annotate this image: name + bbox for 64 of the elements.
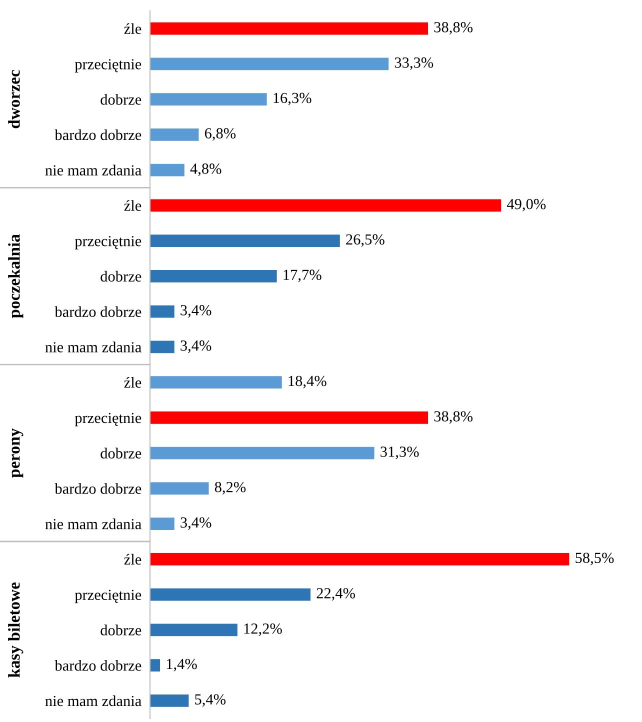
data-label: 38,8% [434, 22, 473, 35]
data-label: 18,4% [288, 376, 326, 388]
bar [150, 624, 238, 636]
bar [150, 270, 277, 282]
bar [150, 340, 174, 354]
y-tick-label: bardzo dobrze [54, 483, 142, 494]
y-tick-label: bardzo dobrze [54, 306, 142, 317]
bar [150, 93, 267, 106]
bar [150, 482, 209, 495]
data-label: 26,5% [346, 234, 384, 247]
bar [150, 411, 428, 424]
data-label: 49,0% [507, 198, 546, 212]
data-label: 3,4% [180, 517, 212, 530]
y-tick-label: przeciętnie [74, 59, 142, 72]
data-label: 5,4% [195, 694, 226, 707]
y-tick-label: dobrze [100, 448, 142, 459]
bar [150, 376, 282, 388]
bar [150, 58, 389, 70]
y-tick-label: przeciętnie [74, 236, 142, 250]
data-label: 33,3% [394, 57, 434, 70]
data-label: 3,4% [180, 340, 212, 353]
data-label: 16,3% [274, 92, 312, 106]
data-label: 8,2% [214, 482, 246, 494]
y-tick-label: przeciętnie [74, 412, 142, 426]
bar [150, 588, 311, 601]
y-axis-title: perony [12, 428, 24, 478]
data-label: 1,4% [166, 658, 197, 672]
bar [150, 234, 340, 247]
bar [150, 446, 374, 460]
data-label: 17,7% [284, 270, 322, 282]
bar [150, 518, 174, 530]
y-tick-label: dobrze [100, 94, 142, 105]
y-axis-title: kasy biletowe [8, 582, 24, 678]
y-tick-label: nie mam zdania [45, 342, 142, 352]
data-label: 31,3% [380, 446, 419, 460]
y-tick-label: źle [124, 554, 142, 565]
data-label: 6,8% [204, 128, 236, 141]
y-tick-label: źle [124, 376, 142, 388]
y-tick-label: przeciętnie [74, 590, 142, 604]
data-label: 22,4% [316, 588, 356, 601]
y-axis-title: poczekalnia [8, 234, 24, 318]
y-tick-label: bardzo dobrze [54, 660, 142, 671]
data-label: 58,5% [576, 552, 614, 566]
bar [150, 694, 189, 707]
y-tick-label: dobrze [100, 624, 142, 636]
y-tick-label: źle [124, 200, 142, 211]
y-tick-label: bardzo dobrze [54, 129, 142, 140]
y-tick-label: nie mam zdania [45, 695, 142, 706]
bar [150, 553, 570, 566]
y-tick-label: nie mam zdania [45, 164, 142, 176]
bar [150, 128, 199, 141]
data-label: 12,2% [244, 623, 282, 636]
data-label: 4,8% [190, 164, 222, 176]
bar [150, 659, 160, 672]
data-label: 3,4% [180, 305, 212, 318]
bar [150, 22, 428, 35]
data-label: 38,8% [434, 411, 473, 424]
bar [150, 164, 184, 176]
y-axis-title: dworzec [8, 70, 20, 128]
y-tick-label: źle [124, 23, 142, 34]
y-tick-label: nie mam zdania [45, 518, 142, 530]
bar [150, 305, 174, 318]
bar [150, 199, 502, 212]
y-tick-label: dobrze [100, 270, 142, 282]
